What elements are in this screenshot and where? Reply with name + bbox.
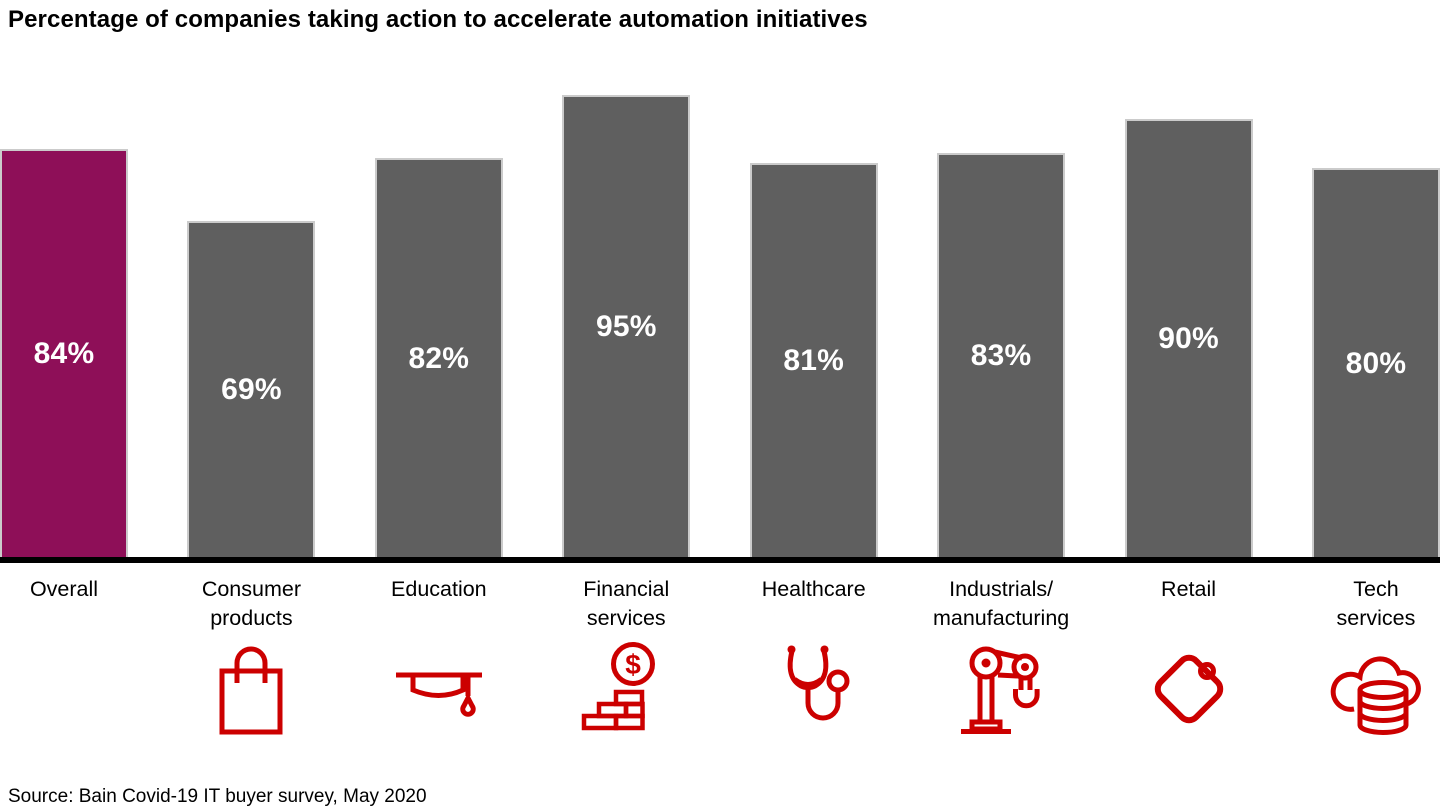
bar-value-label: 82%: [408, 341, 470, 375]
category-icon-cell-healthcare: [750, 638, 878, 744]
bar-financial-services: 95%: [562, 95, 691, 557]
bar-education: 82%: [374, 158, 503, 557]
category-label-overall: Overall: [0, 575, 128, 633]
category-icons-row: $: [0, 638, 1440, 744]
bar-value-label: 69%: [221, 373, 282, 406]
category-icon-cell-financial-services: $: [562, 638, 690, 744]
category-label-line: Retail: [1161, 577, 1217, 601]
bars-row: 84% 69% 82% 95% 81% 83% 90% 80%: [0, 70, 1440, 557]
category-label-financial-services: Financial services: [562, 575, 690, 633]
category-label-line: Industrials/: [949, 577, 1054, 601]
category-label-line: services: [586, 606, 666, 630]
category-label-line: services: [1336, 606, 1416, 630]
category-label-line: Consumer: [201, 577, 302, 601]
stethoscope-icon: [787, 645, 850, 721]
category-label-line: Healthcare: [761, 577, 866, 601]
category-icon-cell-education: [375, 638, 503, 744]
bar-value-label: 95%: [595, 310, 657, 343]
category-icon-cell-tech-services: [1312, 638, 1440, 744]
bar-tech-services: 80%: [1311, 168, 1440, 557]
category-label-line: Tech: [1353, 577, 1399, 601]
category-icon-cell-consumer-products: [187, 638, 315, 744]
price-tag-icon: [1154, 654, 1223, 724]
category-label-line: Overall: [29, 577, 99, 601]
bar-industrials-manufacturing: 83%: [937, 153, 1066, 557]
category-label-consumer-products: Consumer products: [187, 575, 315, 633]
bar-retail: 90%: [1124, 119, 1253, 557]
robot-arm-icon: [961, 646, 1040, 734]
category-labels-row: Overall Consumer products Education Financia…: [0, 575, 1440, 633]
graduation-cap-icon: [395, 672, 482, 717]
bar-value-label: 84%: [33, 337, 95, 370]
bar-consumer-products: 69%: [187, 221, 316, 557]
bar-value-label: 80%: [1345, 346, 1407, 380]
bar-healthcare: 81%: [749, 163, 878, 557]
category-label-line: products: [210, 606, 293, 630]
cloud-database-icon: [1330, 656, 1421, 735]
shopping-bag-icon: [219, 646, 283, 735]
chart-title: Percentage of companies taking action to…: [8, 6, 868, 33]
category-icon-cell-industrials-manufacturing: [937, 638, 1065, 744]
category-label-line: manufacturing: [932, 606, 1070, 630]
category-label-line: Financial: [583, 577, 670, 601]
money-stack-icon: $: [582, 642, 656, 731]
category-label-line: Education: [391, 577, 487, 601]
category-label-retail: Retail: [1125, 575, 1253, 633]
category-label-tech-services: Tech services: [1312, 575, 1440, 633]
bar-value-label: 90%: [1158, 322, 1219, 355]
category-icon-cell-overall: [0, 638, 128, 744]
source-note: Source: Bain Covid-19 IT buyer survey, M…: [8, 786, 427, 807]
category-label-education: Education: [375, 575, 503, 633]
category-label-healthcare: Healthcare: [750, 575, 878, 633]
category-label-industrials-manufacturing: Industrials/manufacturing: [933, 575, 1069, 633]
bar-value-label: 83%: [970, 339, 1032, 372]
bar-value-label: 81%: [783, 344, 845, 377]
svg-text:$: $: [625, 649, 641, 680]
category-icon-cell-retail: [1125, 638, 1253, 744]
x-axis-line: [0, 557, 1440, 563]
bar-overall: 84%: [0, 149, 128, 557]
